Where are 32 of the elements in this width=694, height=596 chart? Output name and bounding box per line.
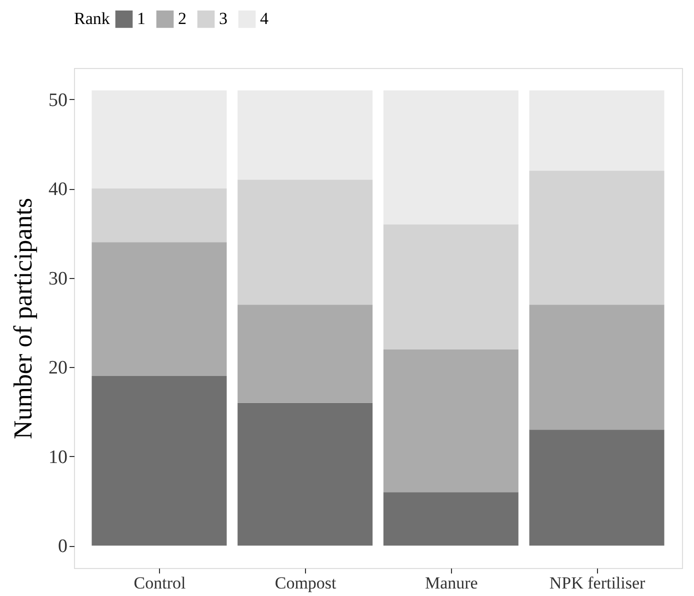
x-tick-label: Manure xyxy=(424,574,478,592)
y-tick-label: 40 xyxy=(48,179,68,200)
bar xyxy=(238,180,373,305)
y-axis-title: Number of participants xyxy=(8,198,38,440)
bar xyxy=(529,430,664,546)
bar xyxy=(238,304,373,403)
bar xyxy=(92,90,227,189)
bar xyxy=(383,224,518,350)
legend-label: 1 xyxy=(137,9,146,28)
x-tick-label: NPK fertiliser xyxy=(549,574,646,592)
legend-label: 4 xyxy=(260,9,269,28)
y-tick-label: 30 xyxy=(48,268,68,290)
bar xyxy=(529,90,664,171)
bar xyxy=(92,242,227,376)
bar xyxy=(383,90,518,224)
legend-title: Rank xyxy=(74,9,110,28)
bar xyxy=(383,349,518,492)
x-tick-label: Control xyxy=(134,574,186,592)
bar xyxy=(529,170,664,305)
x-tick-label: Compost xyxy=(274,574,337,592)
bar xyxy=(238,90,373,180)
bar xyxy=(383,492,518,546)
legend-label: 2 xyxy=(178,9,186,28)
bar xyxy=(92,188,227,242)
bar xyxy=(92,376,227,546)
y-tick-label: 20 xyxy=(48,358,68,379)
bar xyxy=(529,304,664,430)
legend-label: 3 xyxy=(219,9,228,28)
bar xyxy=(238,402,373,546)
y-tick-label: 10 xyxy=(48,446,68,468)
y-tick-label: 0 xyxy=(58,536,68,558)
y-tick-label: 50 xyxy=(48,90,68,111)
